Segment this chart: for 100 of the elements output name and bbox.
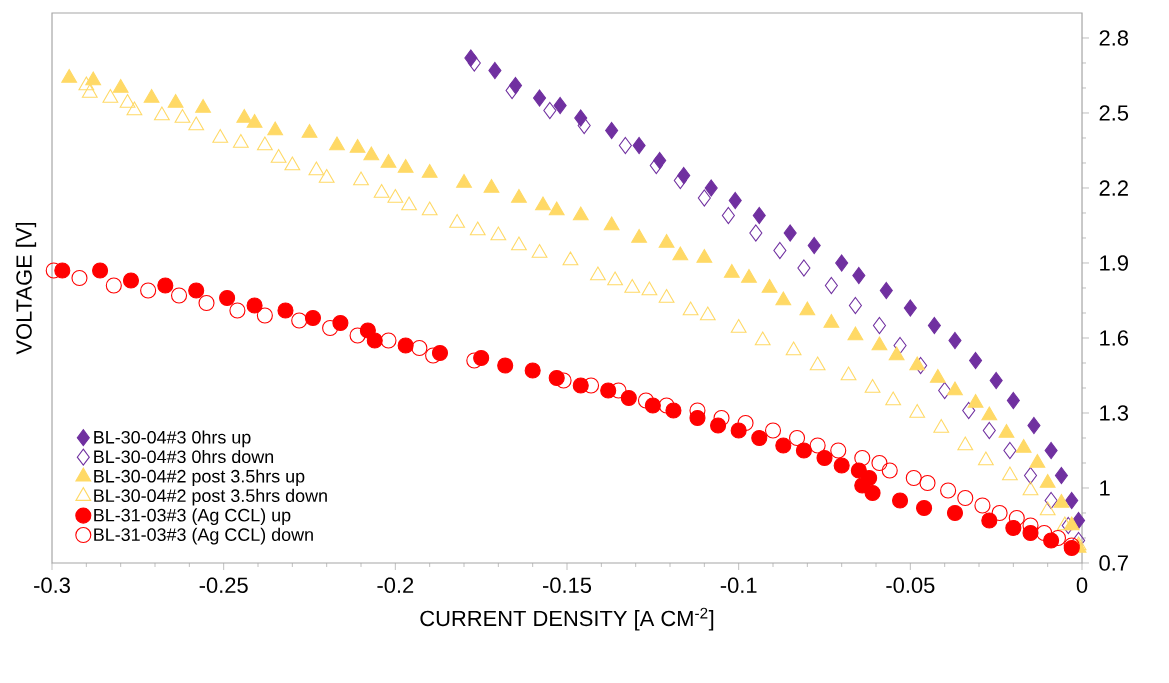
point [967, 393, 984, 408]
point [919, 474, 936, 492]
point [879, 281, 893, 300]
point [1036, 524, 1053, 542]
point [1054, 466, 1068, 485]
point [301, 123, 318, 138]
point [548, 201, 565, 216]
point [304, 309, 321, 327]
point [1003, 441, 1017, 460]
point [641, 281, 658, 296]
point [167, 93, 184, 108]
point [974, 497, 991, 514]
point [673, 171, 687, 190]
point [1002, 466, 1018, 481]
point [411, 339, 428, 357]
point [929, 368, 946, 383]
point [284, 156, 301, 171]
point [421, 163, 438, 178]
point [620, 389, 637, 407]
point [809, 437, 826, 454]
x-axis-title: CURRENT DENSITY [A CM$^{-2}$] [420, 607, 714, 631]
point [751, 429, 768, 447]
point [562, 251, 579, 266]
point [349, 327, 366, 344]
point [892, 492, 909, 509]
point [188, 116, 205, 131]
point [318, 168, 335, 183]
point [749, 224, 763, 242]
point [957, 489, 974, 507]
point [624, 278, 641, 293]
point [946, 504, 964, 522]
point [797, 259, 811, 277]
legend-label: BL-30-04#2 post 3.5hrs down [94, 488, 327, 506]
point [649, 156, 663, 175]
point [854, 449, 871, 467]
point [122, 272, 140, 289]
point [940, 482, 957, 499]
point [833, 457, 850, 474]
point [754, 331, 771, 346]
point [85, 71, 102, 86]
point [605, 121, 619, 140]
point [632, 136, 646, 155]
point [888, 346, 905, 361]
point [308, 161, 325, 176]
point [730, 318, 747, 333]
point [270, 148, 287, 163]
y-tick-label: 1.6 [1100, 330, 1129, 346]
point [1027, 416, 1041, 435]
point [553, 96, 567, 115]
point [783, 224, 797, 242]
point [469, 221, 486, 236]
point [531, 243, 548, 258]
point [730, 422, 747, 439]
point [761, 278, 778, 293]
point [366, 332, 383, 349]
point [785, 341, 802, 356]
point [728, 191, 742, 210]
point [697, 189, 711, 207]
point [947, 381, 963, 396]
point [467, 54, 481, 72]
x-tick-label: -0.1 [720, 577, 757, 594]
point [982, 421, 996, 440]
point [590, 266, 606, 281]
point [909, 403, 926, 418]
point [229, 302, 246, 319]
point [871, 454, 888, 472]
y-axis-title: VOLTAGE [V] [15, 222, 37, 355]
point [713, 409, 730, 427]
point [373, 183, 390, 198]
point [816, 449, 833, 467]
point [704, 179, 718, 197]
point [349, 138, 366, 153]
point [881, 462, 898, 479]
point [809, 356, 826, 371]
point [631, 228, 648, 243]
point [332, 314, 349, 332]
point [126, 101, 143, 116]
point [864, 378, 881, 393]
point [721, 206, 735, 225]
point [232, 133, 249, 148]
point [1022, 481, 1039, 496]
point [555, 372, 572, 389]
point [401, 196, 417, 211]
point [174, 108, 191, 123]
point [543, 101, 557, 120]
point [380, 332, 397, 349]
point [893, 336, 907, 355]
point [903, 299, 917, 317]
point [962, 401, 976, 420]
point [1039, 501, 1056, 516]
point [737, 414, 754, 432]
point [871, 336, 888, 351]
point [773, 241, 787, 260]
point [78, 76, 95, 91]
point [511, 236, 527, 251]
x-tick-label: -0.2 [377, 577, 414, 594]
point [658, 288, 675, 303]
point [397, 158, 414, 173]
y-tick-label: 1.9 [1100, 255, 1128, 271]
point [775, 437, 792, 454]
